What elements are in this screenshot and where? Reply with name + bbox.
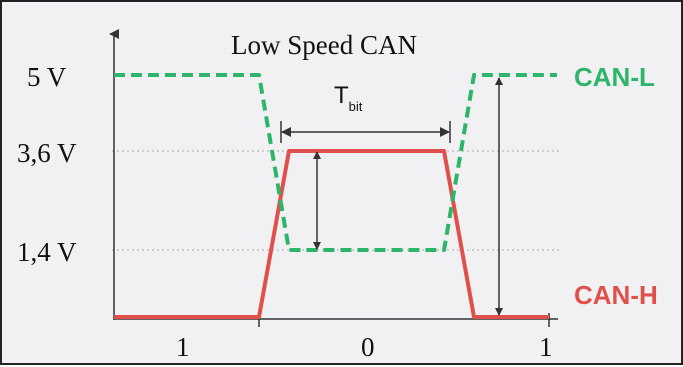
bit-value-1-second: 1 [539, 332, 553, 362]
voltage-label-3-6v: 3,6 V [17, 138, 77, 168]
can-l-label: CAN-L [574, 62, 655, 92]
voltage-label-5v: 5 V [27, 62, 67, 92]
voltage-label-1-4v: 1,4 V [17, 237, 77, 267]
bit-time-label-main: T [334, 82, 349, 109]
can-l-signal [114, 73, 557, 252]
can-h-signal [114, 149, 549, 319]
bit-time-label: Tbit [334, 82, 363, 114]
can-h-label: CAN-H [574, 280, 658, 310]
bit-value-1-first: 1 [176, 332, 190, 362]
bit-time-label-sub: bit [349, 99, 363, 114]
bit-value-0: 0 [361, 332, 375, 362]
diagram-title: Low Speed CAN [231, 30, 417, 60]
